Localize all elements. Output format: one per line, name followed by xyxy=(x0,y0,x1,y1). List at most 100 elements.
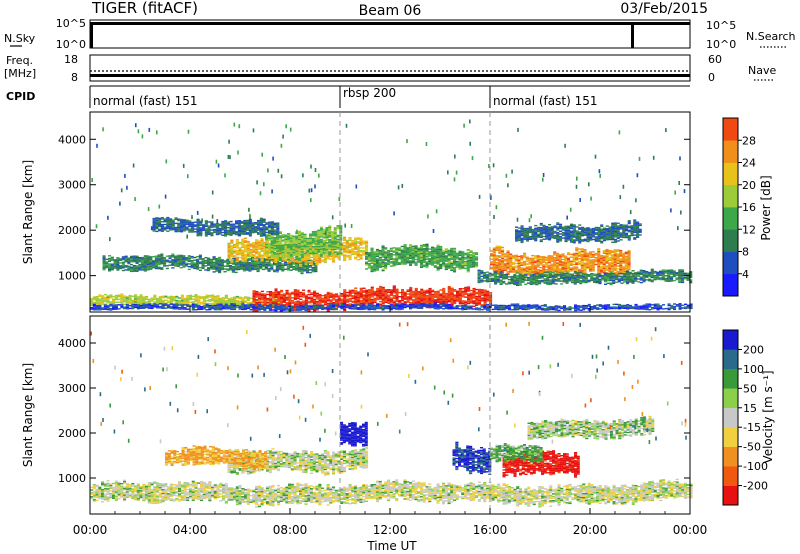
power-cell xyxy=(480,278,484,280)
power-cell xyxy=(409,286,413,289)
power-cell xyxy=(444,257,448,260)
power-cell xyxy=(417,291,421,293)
power-cell xyxy=(273,239,277,241)
power-cell xyxy=(370,289,374,291)
power-cell xyxy=(453,295,457,298)
power-cell xyxy=(197,299,201,301)
power-cell xyxy=(216,300,220,302)
power-cell xyxy=(611,268,615,270)
power-cell xyxy=(556,266,560,268)
power-cell xyxy=(492,261,496,263)
power-cell xyxy=(365,262,369,265)
power-cell xyxy=(331,240,335,242)
power-cell xyxy=(436,293,440,295)
power-cell xyxy=(264,262,268,265)
power-cell xyxy=(320,228,324,230)
power-cell xyxy=(291,301,295,303)
power-cell xyxy=(469,293,473,296)
power-cell xyxy=(255,299,259,301)
power-cell xyxy=(444,266,448,268)
power-cell xyxy=(298,245,302,248)
power-cell xyxy=(672,270,676,272)
power-cell xyxy=(611,250,615,252)
power-cell xyxy=(564,270,568,272)
power-cell xyxy=(365,241,369,244)
power-cell xyxy=(420,258,424,260)
power-cell xyxy=(417,257,421,259)
power-cell xyxy=(539,264,543,266)
power-cell xyxy=(266,302,270,305)
power-cell xyxy=(395,300,399,303)
power-cell xyxy=(498,267,502,269)
power-cell xyxy=(475,261,479,264)
power-cell xyxy=(288,294,292,296)
power-cell xyxy=(521,277,525,279)
power-cell xyxy=(207,264,211,266)
power-cell xyxy=(450,289,454,291)
power-cell xyxy=(551,278,555,281)
power-cell xyxy=(546,281,550,283)
power-cell xyxy=(175,301,179,303)
power-cell xyxy=(492,255,496,258)
power-cell xyxy=(431,300,435,302)
power-cell xyxy=(376,253,380,255)
power-cell xyxy=(583,255,587,258)
power-cell xyxy=(507,281,511,283)
power-cell xyxy=(498,256,502,258)
power-cell xyxy=(575,255,579,257)
power-cell xyxy=(242,261,246,264)
power-cell xyxy=(131,301,135,303)
power-cell xyxy=(270,249,274,252)
power-cell xyxy=(466,269,470,271)
power-cell xyxy=(351,244,355,246)
power-cell xyxy=(329,255,333,257)
power-cell xyxy=(300,237,304,239)
power-cell xyxy=(339,247,343,249)
power-cell xyxy=(398,249,402,252)
power-cell xyxy=(557,277,561,280)
power-cell xyxy=(279,255,283,258)
power-cell xyxy=(356,246,360,249)
power-cell xyxy=(631,275,635,277)
power-cell xyxy=(467,293,471,295)
power-cell xyxy=(381,254,385,257)
power-cell xyxy=(483,277,487,279)
power-cell xyxy=(275,267,279,269)
power-cell xyxy=(420,266,424,268)
power-cell xyxy=(501,265,505,268)
power-cell xyxy=(171,267,175,269)
power-cell xyxy=(95,297,99,299)
power-cell xyxy=(551,282,555,285)
power-cell xyxy=(317,254,321,256)
power-cell xyxy=(309,233,313,235)
power-cell xyxy=(425,251,429,254)
power-cell xyxy=(502,280,506,283)
power-cell xyxy=(483,276,487,278)
power-cell xyxy=(409,292,413,294)
power-cell xyxy=(664,271,668,273)
power-cell xyxy=(491,277,495,280)
power-cell xyxy=(384,258,388,260)
power-cell xyxy=(365,250,369,252)
power-cell xyxy=(340,302,344,304)
power-cell xyxy=(562,279,566,282)
power-cell xyxy=(273,269,277,271)
power-cell xyxy=(153,294,157,296)
power-cell xyxy=(328,241,332,244)
power-cell xyxy=(453,253,457,255)
power-cell xyxy=(495,261,499,264)
power-cell xyxy=(248,263,252,265)
power-cell xyxy=(605,259,609,262)
power-cell xyxy=(466,254,470,256)
power-cell xyxy=(286,269,290,271)
power-cell xyxy=(453,298,457,300)
power-cell xyxy=(611,258,615,260)
power-cell xyxy=(281,270,285,272)
power-cell xyxy=(241,259,245,261)
power-cell xyxy=(219,299,223,301)
power-cell xyxy=(606,273,610,275)
power-cell xyxy=(505,275,509,277)
power-cell xyxy=(423,295,427,298)
power-cell xyxy=(414,293,418,295)
power-cell xyxy=(249,244,253,247)
